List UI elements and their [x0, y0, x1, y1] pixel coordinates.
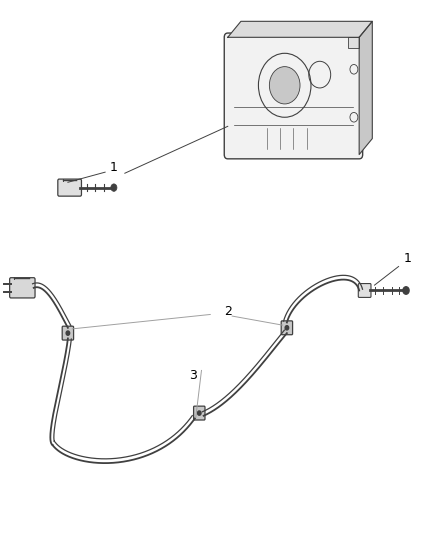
Circle shape — [269, 67, 300, 104]
Circle shape — [66, 331, 70, 335]
FancyBboxPatch shape — [358, 284, 371, 297]
Circle shape — [285, 326, 289, 330]
Text: 2: 2 — [224, 305, 232, 318]
FancyBboxPatch shape — [348, 37, 359, 48]
FancyBboxPatch shape — [10, 278, 35, 298]
FancyBboxPatch shape — [281, 321, 293, 335]
Polygon shape — [359, 21, 372, 155]
Polygon shape — [228, 21, 372, 37]
FancyBboxPatch shape — [194, 406, 205, 420]
Text: 1: 1 — [403, 252, 411, 265]
Text: 3: 3 — [189, 369, 197, 382]
Circle shape — [403, 287, 409, 294]
FancyBboxPatch shape — [62, 326, 74, 340]
Circle shape — [198, 411, 201, 415]
Circle shape — [111, 184, 117, 191]
Text: 1: 1 — [110, 161, 118, 174]
FancyBboxPatch shape — [224, 33, 363, 159]
FancyBboxPatch shape — [58, 179, 81, 196]
